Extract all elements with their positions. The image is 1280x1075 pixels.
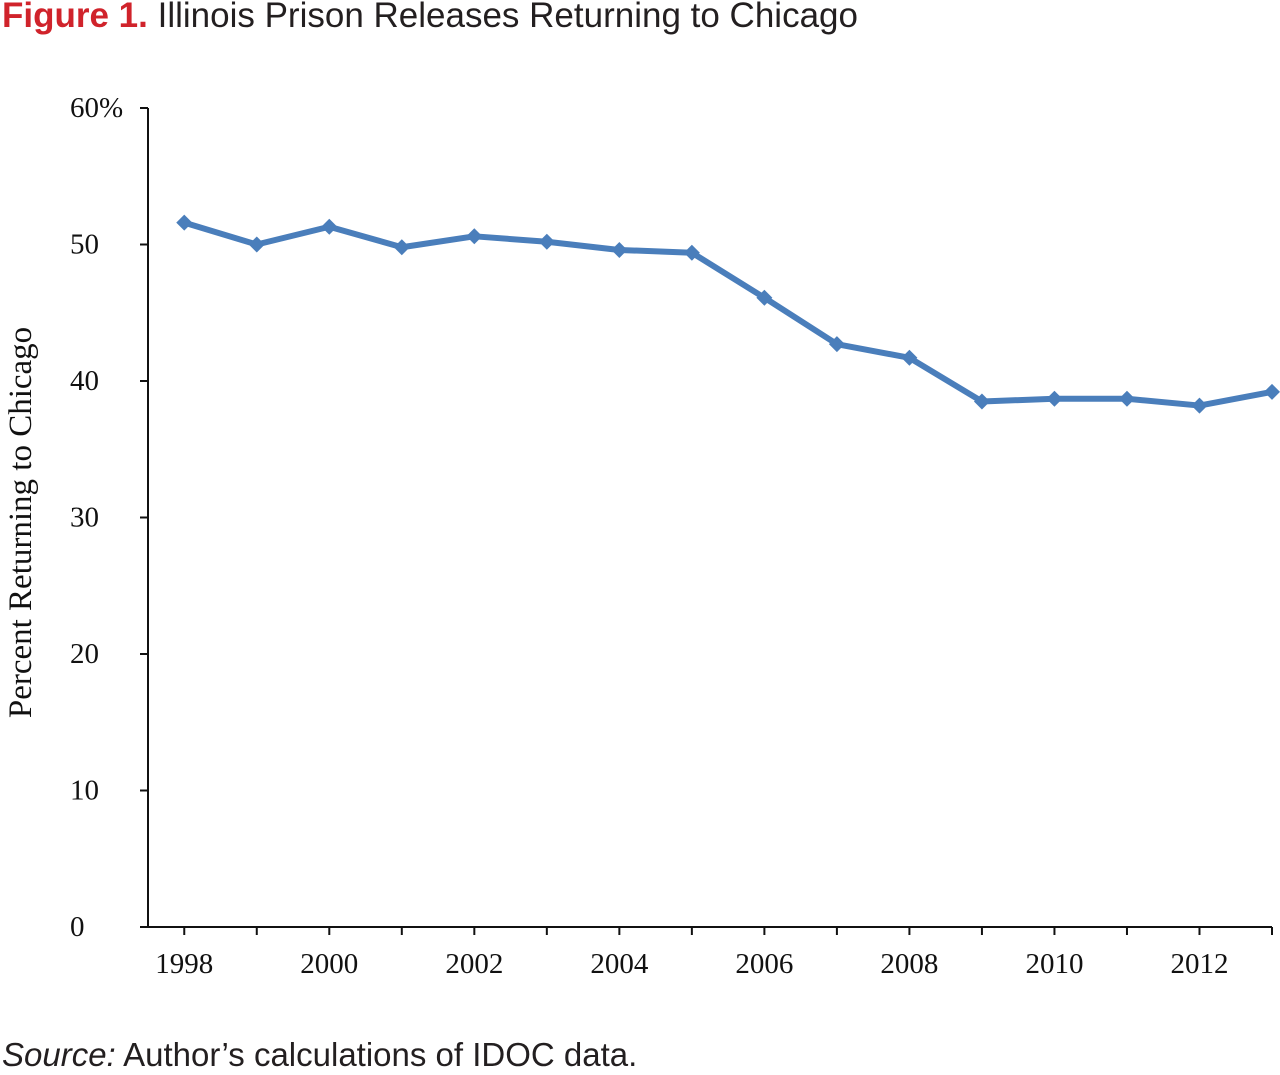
chart-area: 0 10 20 30 40 50 60% 1998 2000 2002 2004 2006 2008 20… [3, 92, 1280, 980]
data-point [1046, 390, 1063, 407]
data-point [683, 244, 700, 261]
figure-title-text: Illinois Prison Releases Returning to Ch… [157, 0, 858, 35]
x-tick-label: 2000 [300, 948, 358, 980]
data-point [1264, 383, 1280, 400]
data-point [538, 233, 555, 250]
data-point [611, 241, 628, 258]
data-point [321, 218, 338, 235]
data-point [466, 228, 483, 245]
x-tick-label: 2008 [880, 948, 938, 980]
line-chart: 0 10 20 30 40 50 60% 1998 2000 2002 2004 2006 2008 20… [3, 92, 1280, 980]
data-point [393, 239, 410, 256]
y-tick-label: 40 [70, 365, 99, 397]
y-tick-label: 30 [70, 502, 99, 534]
x-tick-label: 2004 [590, 948, 649, 980]
data-point [973, 393, 990, 410]
y-tick-label: 60% [70, 92, 123, 124]
x-tick-label: 1998 [155, 948, 213, 980]
y-axis-title: Percent Returning to Chicago [3, 327, 39, 718]
figure-label: Figure 1. [2, 0, 148, 35]
x-tick-label: 2012 [1170, 948, 1228, 980]
source-text: Author’s calculations of IDOC data. [123, 1036, 638, 1073]
y-tick-label: 0 [70, 911, 85, 943]
y-tick-label: 50 [70, 229, 99, 261]
y-tick-label: 20 [70, 638, 99, 670]
data-point [248, 236, 265, 253]
y-tick-label: 10 [70, 775, 99, 807]
figure-title: Figure 1. Illinois Prison Releases Retur… [2, 0, 858, 38]
data-point [1191, 397, 1208, 414]
source-label: Source: [2, 1036, 116, 1073]
source-note: Source: Author’s calculations of IDOC da… [2, 1035, 637, 1075]
data-point [756, 289, 773, 306]
data-point [1118, 390, 1135, 407]
x-tick-label: 2006 [735, 948, 793, 980]
x-tick-label: 2002 [445, 948, 503, 980]
data-point [176, 214, 193, 231]
series-line [181, 219, 1275, 409]
data-point [901, 349, 918, 366]
x-tick-label: 2010 [1025, 948, 1083, 980]
data-point [828, 336, 845, 353]
